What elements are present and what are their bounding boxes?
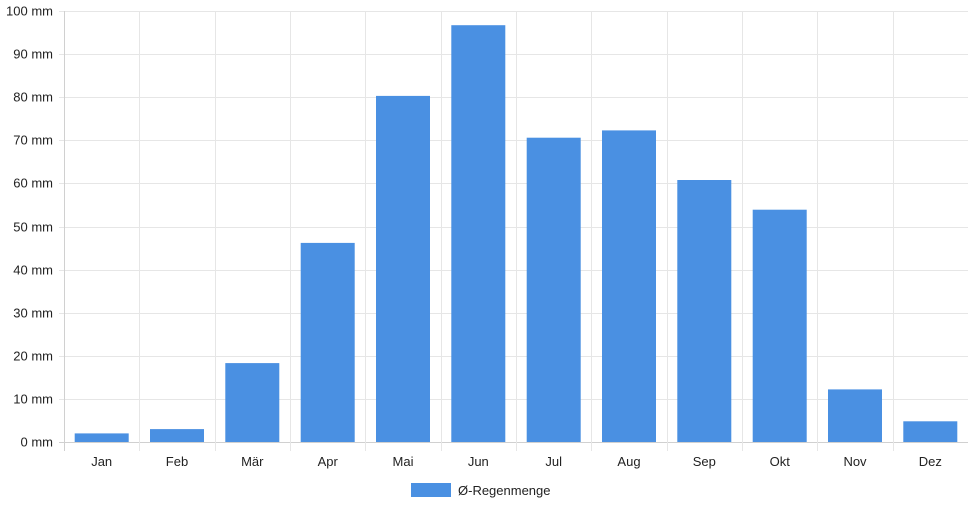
x-tick-label: Aug <box>617 454 640 469</box>
y-tick-label: 20 mm <box>13 349 53 364</box>
bar-feb[interactable] <box>150 429 204 442</box>
y-tick-label: 10 mm <box>13 392 53 407</box>
x-tick-label: Sep <box>693 454 716 469</box>
x-tick-label: Jul <box>545 454 562 469</box>
x-tick-label: Okt <box>770 454 791 469</box>
y-tick-label: 90 mm <box>13 47 53 62</box>
bar-mär[interactable] <box>225 363 280 442</box>
x-tick-label: Nov <box>843 454 867 469</box>
x-tick-label: Dez <box>919 454 942 469</box>
y-tick-label: 40 mm <box>13 263 53 278</box>
bar-aug[interactable] <box>602 130 656 442</box>
bar-mai[interactable] <box>376 95 430 443</box>
legend-swatch[interactable] <box>411 483 451 497</box>
bar-sep[interactable] <box>677 180 732 442</box>
x-tick-label: Feb <box>166 454 188 469</box>
bar-jun[interactable] <box>451 25 506 442</box>
bar-jul[interactable] <box>526 137 581 442</box>
y-tick-label: 30 mm <box>13 306 53 321</box>
y-tick-label: 60 mm <box>13 176 53 191</box>
bar-jan[interactable] <box>74 433 129 442</box>
bar-nov[interactable] <box>828 389 882 442</box>
y-tick-label: 70 mm <box>13 133 53 148</box>
axes: 0 mm 10 mm 20 mm 30 mm 40 mm 50 mm 60 mm 70 mm 8… <box>6 4 942 470</box>
grid <box>59 11 968 451</box>
y-tick-label: 100 mm <box>6 4 53 19</box>
y-tick-label: 80 mm <box>13 90 53 105</box>
bar-okt[interactable] <box>752 209 807 442</box>
x-tick-label: Apr <box>318 454 339 469</box>
x-tick-label: Jan <box>91 454 112 469</box>
x-tick-label: Jun <box>468 454 489 469</box>
x-tick-label: Mai <box>393 454 414 469</box>
bar-dez[interactable] <box>903 421 958 442</box>
legend: Ø-Regenmenge <box>411 483 551 498</box>
x-tick-label: Mär <box>241 454 264 469</box>
bar-apr[interactable] <box>300 242 355 442</box>
legend-label[interactable]: Ø-Regenmenge <box>458 483 551 498</box>
y-tick-label: 50 mm <box>13 220 53 235</box>
y-tick-label: 0 mm <box>21 435 54 450</box>
bars <box>74 25 958 443</box>
